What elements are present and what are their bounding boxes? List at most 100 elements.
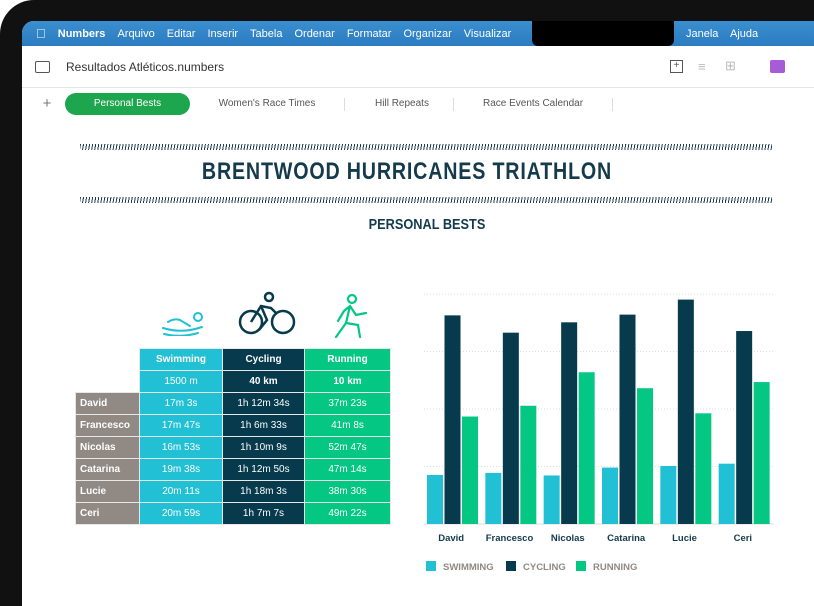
menu-visualizar[interactable]: Visualizar [454, 27, 512, 40]
bar-cycling [561, 322, 578, 524]
legend-swatch [576, 561, 586, 571]
menu-organizar[interactable]: Organizar [393, 27, 451, 40]
athlete-name[interactable]: Catarina [75, 458, 140, 481]
cycling-icon [238, 291, 296, 335]
time-cell[interactable]: 1h 12m 50s [222, 458, 305, 481]
bar-cycling [444, 315, 461, 524]
toolbar: Resultados Atléticos.numbers + ≡ ⊞ [22, 46, 814, 88]
personal-bests-table: Swimming Cycling Running 1500 m 40 km 10… [75, 348, 391, 525]
sheet-subtitle: PERSONAL BESTS [368, 216, 486, 233]
menu-ordenar[interactable]: Ordenar [284, 27, 334, 40]
bar-running [578, 372, 595, 524]
sheet-title: BRENTWOOD HURRICANES TRIATHLON [201, 158, 613, 185]
time-cell[interactable]: 38m 30s [304, 480, 391, 503]
bar-running [753, 382, 770, 524]
add-sheet-button[interactable]: + [42, 95, 52, 112]
menu-formatar[interactable]: Formatar [337, 27, 392, 40]
menu-arquivo[interactable]: Arquivo [107, 27, 154, 40]
table-row: Nicolas 16m 53s 1h 10m 9s 52m 47s [75, 436, 391, 459]
time-cell[interactable]: 1h 10m 9s [222, 436, 305, 459]
bar-swimming [718, 463, 735, 524]
athlete-name[interactable]: Nicolas [75, 436, 140, 459]
grid-icon[interactable]: ⊞ [725, 58, 736, 73]
time-cell[interactable]: 17m 47s [139, 414, 223, 437]
header-row: Swimming Cycling Running [75, 348, 391, 371]
tab-race-events-calendar[interactable]: Race Events Calendar [482, 98, 584, 109]
header-running[interactable]: Running [304, 348, 391, 371]
sheet-tabs: + Personal Bests Women's Race Times Hill… [22, 93, 814, 117]
bar-running [520, 405, 537, 524]
sidebar-toggle-icon[interactable] [35, 61, 50, 73]
tab-hill-repeats[interactable]: Hill Repeats [375, 98, 429, 109]
time-cell[interactable]: 1h 6m 33s [222, 414, 305, 437]
time-cell[interactable]: 1h 7m 7s [222, 502, 305, 525]
list-icon[interactable]: ≡ [698, 59, 706, 74]
swimming-icon [162, 312, 203, 336]
distance-cycling[interactable]: 40 km [222, 370, 305, 393]
time-cell[interactable]: 20m 11s [139, 480, 223, 503]
time-cell[interactable]: 49m 22s [304, 502, 391, 525]
bar-running [695, 413, 712, 524]
document-title: Resultados Atléticos.numbers [66, 59, 225, 74]
bar-cycling [502, 332, 519, 524]
category-label: Nicolas [551, 533, 585, 544]
time-cell[interactable]: 37m 23s [304, 392, 391, 415]
time-cell[interactable]: 47m 14s [304, 458, 391, 481]
category-label: Catarina [607, 533, 646, 544]
menu-ajuda[interactable]: Ajuda [730, 27, 759, 40]
time-cell[interactable]: 19m 38s [139, 458, 223, 481]
table-row: Lucie 20m 11s 1h 18m 3s 38m 30s [75, 480, 391, 503]
menu-tabela[interactable]: Tabela [240, 27, 282, 40]
athlete-name[interactable]: David [75, 392, 140, 415]
category-label: Francesco [486, 533, 534, 544]
athlete-name[interactable]: Lucie [75, 480, 140, 503]
bar-cycling [619, 314, 636, 524]
bar-swimming [602, 467, 618, 524]
tab-personal-bests[interactable]: Personal Bests [65, 93, 190, 115]
time-cell[interactable]: 52m 47s [304, 436, 391, 459]
menu-inserir[interactable]: Inserir [197, 27, 238, 40]
tab-divider [612, 98, 613, 111]
legend-label: CYCLING [523, 562, 566, 573]
legend-label: RUNNING [593, 562, 637, 573]
legend-label: SWIMMING [443, 562, 494, 573]
bar-swimming [543, 475, 560, 524]
media-icon[interactable] [770, 60, 785, 73]
time-cell[interactable]: 17m 3s [139, 392, 223, 415]
distance-running[interactable]: 10 km [304, 370, 391, 393]
legend-swatch [506, 561, 516, 571]
bar-swimming [485, 472, 502, 524]
tab-womens-race-times[interactable]: Women's Race Times [218, 98, 316, 109]
category-label: David [438, 533, 464, 544]
time-cell[interactable]: 1h 18m 3s [222, 480, 305, 503]
menu-janela[interactable]: Janela [686, 27, 719, 40]
insert-table-icon[interactable]: + [670, 60, 683, 73]
header-cycling[interactable]: Cycling [222, 348, 305, 371]
category-label: Ceri [734, 533, 752, 544]
distance-swimming[interactable]: 1500 m [139, 370, 223, 393]
table-row: Catarina 19m 38s 1h 12m 50s 47m 14s [75, 458, 391, 481]
category-label: Lucie [672, 533, 697, 544]
bar-running [462, 416, 478, 524]
bar-swimming [660, 465, 677, 524]
tab-divider [344, 98, 345, 111]
athlete-name[interactable]: Ceri [75, 502, 140, 525]
decorative-hatch [80, 197, 772, 203]
distance-row: 1500 m 40 km 10 km [75, 370, 391, 393]
header-swimming[interactable]: Swimming [139, 348, 223, 371]
table-row: Ceri 20m 59s 1h 7m 7s 49m 22s [75, 502, 391, 525]
personal-bests-chart: David Francesco Nicolas Catarina Lucie Ceri SW… [424, 293, 774, 573]
table-row: David 17m 3s 1h 12m 34s 37m 23s [75, 392, 391, 415]
time-cell[interactable]: 20m 59s [139, 502, 223, 525]
time-cell[interactable]: 16m 53s [139, 436, 223, 459]
decorative-hatch [80, 144, 772, 150]
time-cell[interactable]: 1h 12m 34s [222, 392, 305, 415]
legend-swatch [426, 561, 436, 571]
table-row: Francesco 17m 47s 1h 6m 33s 41m 8s [75, 414, 391, 437]
apple-icon[interactable]:  [36, 26, 46, 41]
menu-editar[interactable]: Editar [156, 27, 196, 40]
athlete-name[interactable]: Francesco [75, 414, 140, 437]
time-cell[interactable]: 41m 8s [304, 414, 391, 437]
menu-app[interactable]: Numbers [48, 27, 106, 40]
bar-cycling [677, 299, 694, 524]
